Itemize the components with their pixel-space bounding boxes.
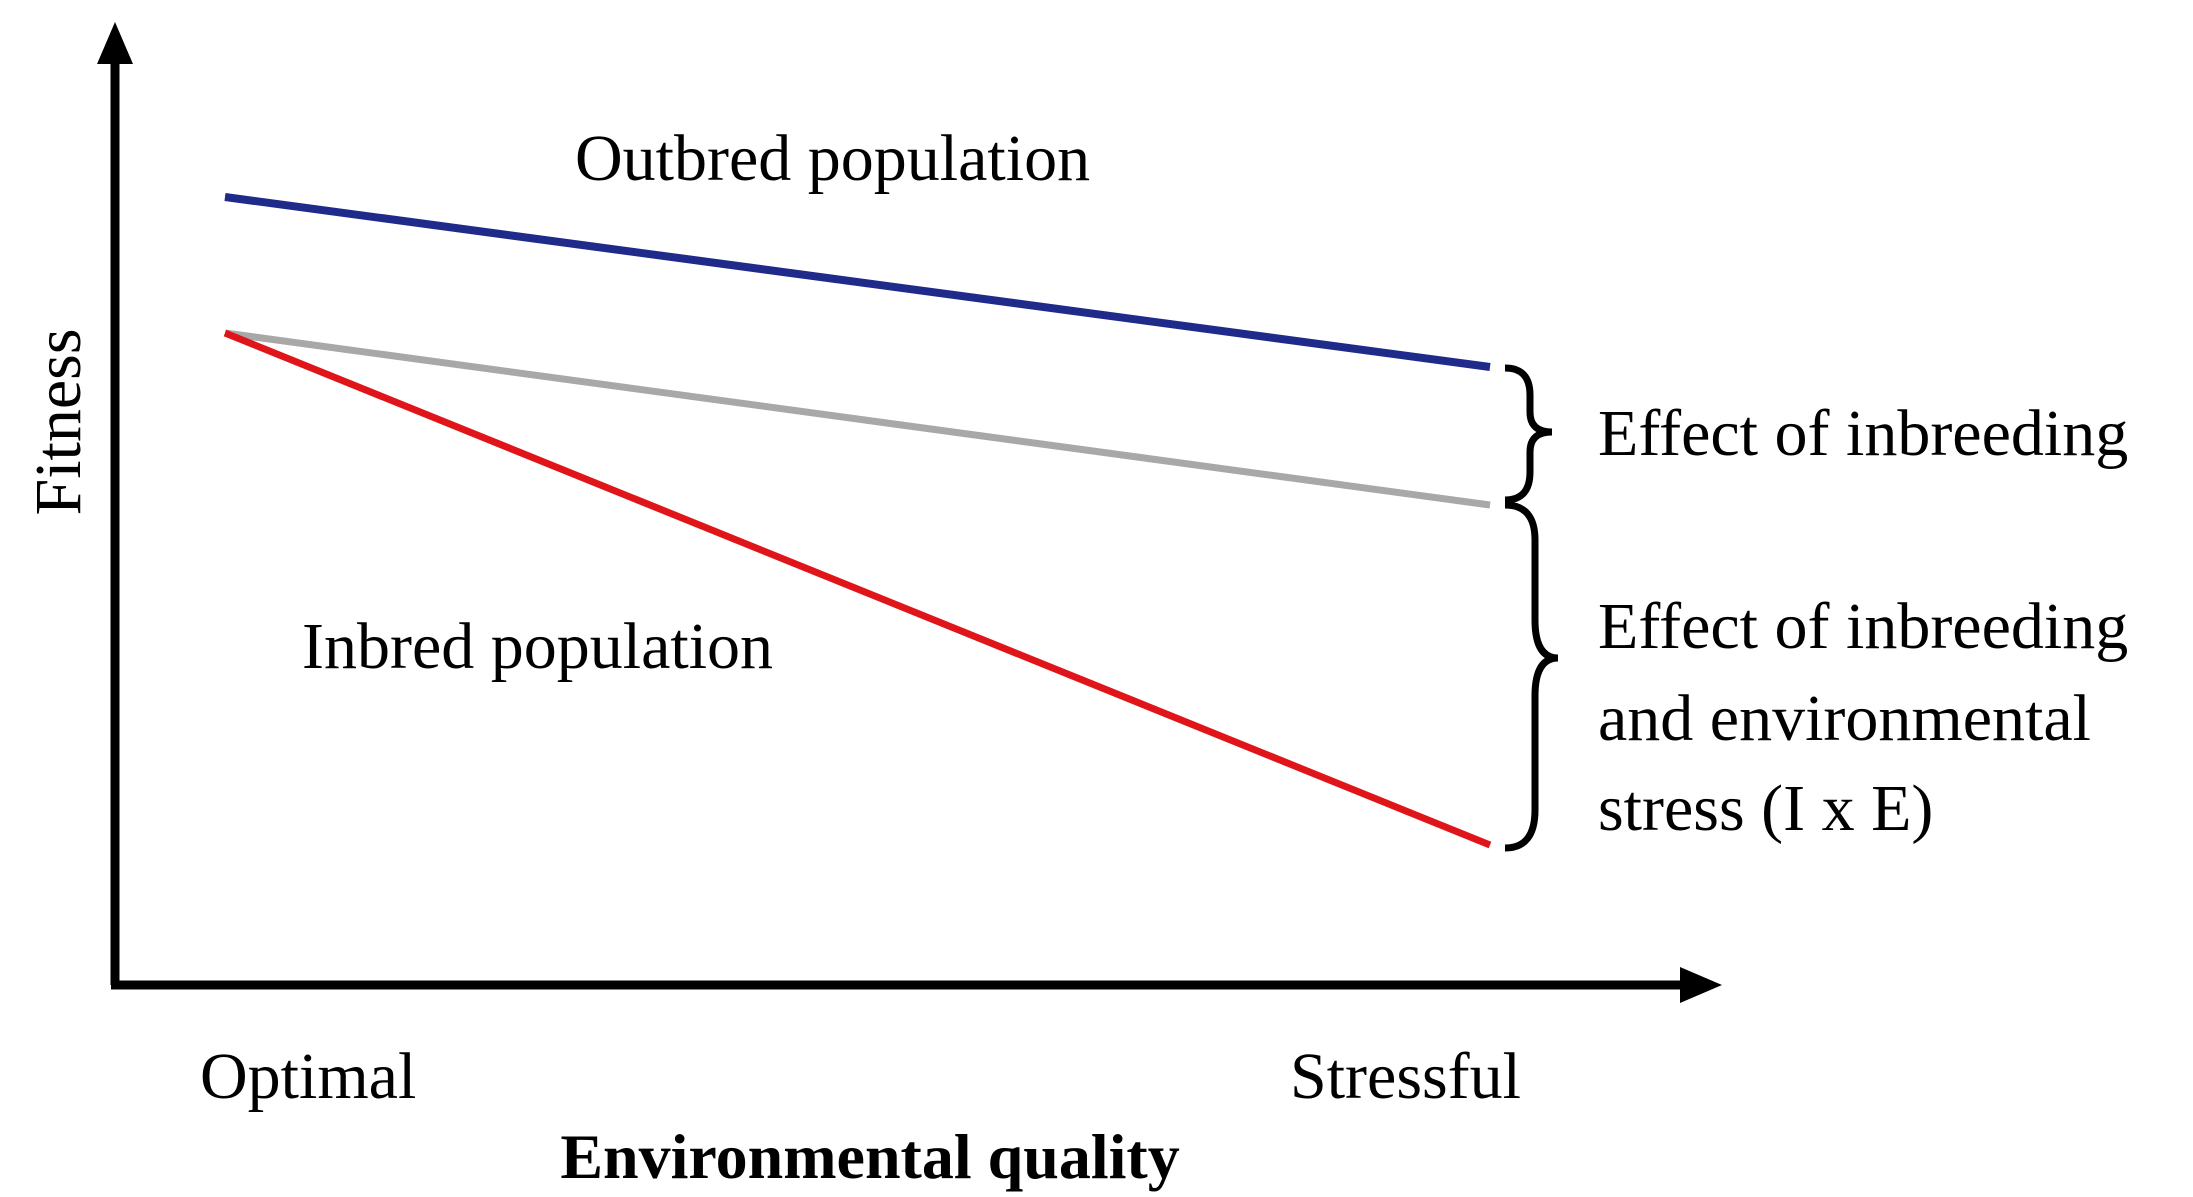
lower-brace-label-line1: Effect of inbreeding bbox=[1598, 590, 2128, 663]
inbred-label: Inbred population bbox=[302, 610, 773, 683]
outbred-label: Outbred population bbox=[575, 122, 1090, 195]
lower-brace-label-line3: stress (I x E) bbox=[1598, 772, 1933, 845]
y-axis-label: Fitness bbox=[22, 328, 95, 515]
lower-brace bbox=[1504, 501, 1559, 852]
lower-brace-label-line2: and environmental bbox=[1598, 682, 2091, 755]
outbred-line bbox=[224, 193, 1491, 371]
x-tick-stressful: Stressful bbox=[1290, 1040, 1521, 1113]
x-axis-arrow bbox=[1680, 967, 1722, 1003]
inbred-line bbox=[223, 329, 1492, 849]
x-tick-optimal: Optimal bbox=[200, 1040, 416, 1113]
upper-brace-label: Effect of inbreeding bbox=[1598, 397, 2128, 470]
y-axis-arrow bbox=[97, 22, 133, 64]
x-axis-label: Environmental quality bbox=[560, 1121, 1179, 1192]
upper-brace bbox=[1504, 364, 1553, 504]
reference-line bbox=[224, 329, 1491, 509]
